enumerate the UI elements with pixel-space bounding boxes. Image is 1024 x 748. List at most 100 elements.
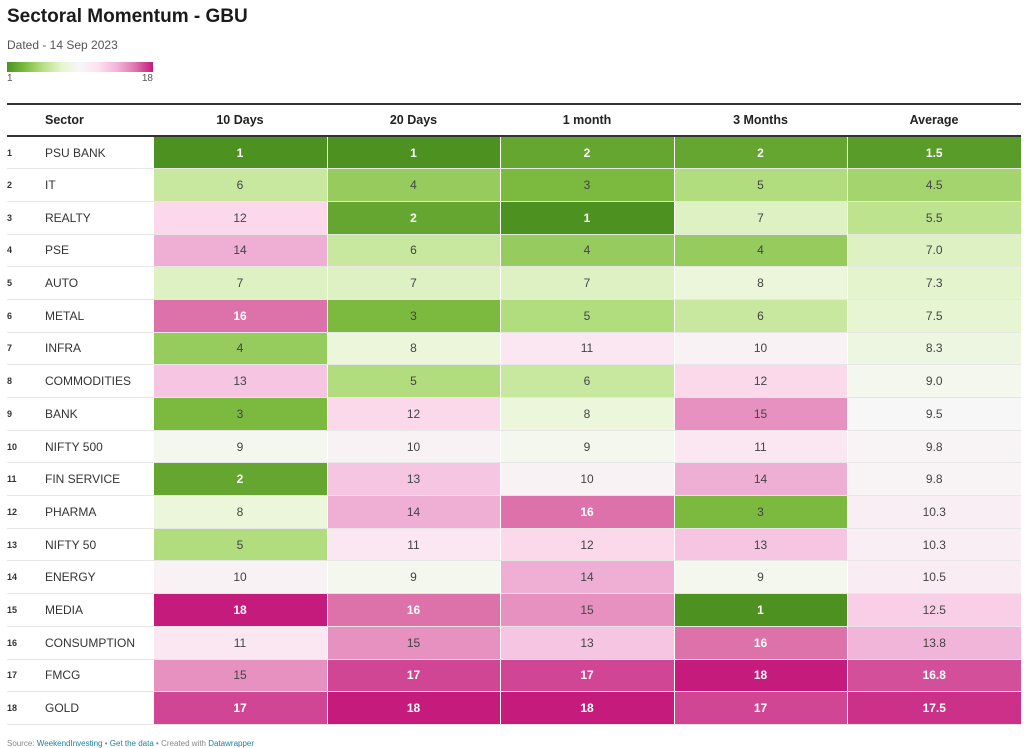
sector-name: PSE bbox=[45, 243, 70, 258]
value-cell-average: 7.5 bbox=[846, 299, 1021, 333]
sector-cell: 5 AUTO bbox=[7, 266, 153, 300]
value-cell-10-days: 17 bbox=[152, 691, 327, 725]
value-cell-20-days: 10 bbox=[326, 430, 500, 464]
row-rank: 16 bbox=[7, 637, 18, 648]
row-rank: 14 bbox=[7, 572, 18, 583]
value-cell-20-days: 8 bbox=[326, 332, 500, 366]
value-cell-10-days: 9 bbox=[152, 430, 327, 464]
footer-separator: • bbox=[156, 739, 159, 748]
value-cell-1-month: 1 bbox=[499, 201, 674, 235]
footer-source-prefix: Source: bbox=[7, 739, 35, 748]
table-row: 5 AUTO 7 7 7 8 7.3 bbox=[7, 266, 1021, 300]
sector-cell: 13 NIFTY 50 bbox=[7, 528, 153, 562]
row-rank: 1 bbox=[7, 147, 13, 158]
value-cell-20-days: 9 bbox=[326, 560, 500, 595]
value-cell-average: 4.5 bbox=[846, 168, 1021, 202]
column-header-20-days[interactable]: 20 Days bbox=[327, 103, 500, 137]
footer-separator: • bbox=[104, 739, 108, 748]
sector-cell: 2 IT bbox=[7, 168, 153, 202]
value-cell-3-months: 5 bbox=[673, 168, 847, 202]
value-cell-3-months: 15 bbox=[673, 397, 847, 431]
momentum-table: Sector 10 Days 20 Days 1 month 3 Months … bbox=[7, 103, 1021, 725]
value-cell-average: 10.5 bbox=[846, 560, 1021, 595]
table-row: 4 PSE 14 6 4 4 7.0 bbox=[7, 234, 1021, 268]
sector-cell: 18 GOLD bbox=[7, 691, 153, 725]
value-cell-10-days: 13 bbox=[152, 364, 327, 398]
table-row: 17 FMCG 15 17 17 18 16.8 bbox=[7, 659, 1021, 693]
value-cell-10-days: 5 bbox=[152, 528, 327, 562]
value-cell-3-months: 12 bbox=[673, 364, 847, 398]
sector-name: FIN SERVICE bbox=[45, 472, 121, 487]
sector-name: PHARMA bbox=[45, 504, 97, 519]
value-cell-1-month: 15 bbox=[499, 593, 674, 627]
value-cell-20-days: 1 bbox=[326, 136, 500, 170]
sector-name: NIFTY 50 bbox=[45, 537, 97, 552]
value-cell-3-months: 3 bbox=[673, 495, 847, 529]
value-cell-20-days: 4 bbox=[326, 168, 500, 202]
column-header-3-months[interactable]: 3 Months bbox=[674, 103, 847, 137]
column-header-sector[interactable]: Sector bbox=[7, 103, 153, 137]
column-header-10-days[interactable]: 10 Days bbox=[153, 103, 327, 137]
table-row: 10 NIFTY 500 9 10 9 11 9.8 bbox=[7, 430, 1021, 464]
row-rank: 10 bbox=[7, 441, 18, 452]
table-row: 14 ENERGY 10 9 14 9 10.5 bbox=[7, 560, 1021, 595]
table-row: 9 BANK 3 12 8 15 9.5 bbox=[7, 397, 1021, 431]
value-cell-20-days: 11 bbox=[326, 528, 500, 562]
legend-gradient-bar bbox=[7, 62, 153, 72]
value-cell-average: 16.8 bbox=[846, 659, 1021, 693]
column-header-1-month[interactable]: 1 month bbox=[500, 103, 674, 137]
value-cell-average: 10.3 bbox=[846, 495, 1021, 529]
value-cell-1-month: 12 bbox=[499, 528, 674, 562]
value-cell-10-days: 7 bbox=[152, 266, 327, 300]
column-header-average[interactable]: Average bbox=[847, 103, 1021, 137]
value-cell-3-months: 9 bbox=[673, 560, 847, 595]
value-cell-average: 1.5 bbox=[846, 136, 1021, 170]
sector-cell: 15 MEDIA bbox=[7, 593, 153, 627]
datawrapper-link[interactable]: Datawrapper bbox=[208, 739, 255, 748]
table-row: 8 COMMODITIES 13 5 6 12 9.0 bbox=[7, 364, 1021, 398]
row-rank: 11 bbox=[7, 474, 17, 485]
value-cell-20-days: 16 bbox=[326, 593, 500, 627]
value-cell-1-month: 2 bbox=[499, 136, 674, 170]
value-cell-3-months: 10 bbox=[673, 332, 847, 366]
value-cell-average: 7.0 bbox=[846, 234, 1021, 268]
sector-cell: 7 INFRA bbox=[7, 332, 153, 366]
value-cell-average: 9.5 bbox=[846, 397, 1021, 431]
value-cell-3-months: 7 bbox=[673, 201, 847, 235]
sector-name: MEDIA bbox=[45, 602, 84, 617]
value-cell-3-months: 18 bbox=[673, 659, 847, 693]
sector-cell: 8 COMMODITIES bbox=[7, 364, 153, 398]
value-cell-20-days: 2 bbox=[326, 201, 500, 235]
value-cell-1-month: 14 bbox=[499, 560, 674, 595]
value-cell-20-days: 6 bbox=[326, 234, 500, 268]
sector-cell: 11 FIN SERVICE bbox=[7, 462, 153, 497]
sector-name: METAL bbox=[45, 308, 85, 323]
table-row: 13 NIFTY 50 5 11 12 13 10.3 bbox=[7, 528, 1021, 562]
sector-name: AUTO bbox=[45, 276, 79, 291]
table-row: 12 PHARMA 8 14 16 3 10.3 bbox=[7, 495, 1021, 529]
table-row: 15 MEDIA 18 16 15 1 12.5 bbox=[7, 593, 1021, 627]
value-cell-1-month: 11 bbox=[499, 332, 674, 366]
sector-cell: 14 ENERGY bbox=[7, 560, 153, 595]
sector-name: PSU BANK bbox=[45, 145, 106, 160]
sector-name: INFRA bbox=[45, 341, 81, 356]
value-cell-1-month: 8 bbox=[499, 397, 674, 431]
value-cell-10-days: 3 bbox=[152, 397, 327, 431]
value-cell-3-months: 11 bbox=[673, 430, 847, 464]
table-row: 7 INFRA 4 8 11 10 8.3 bbox=[7, 332, 1021, 366]
legend-min-label: 1 bbox=[7, 73, 13, 84]
value-cell-10-days: 1 bbox=[152, 136, 327, 170]
value-cell-average: 8.3 bbox=[846, 332, 1021, 366]
row-rank: 8 bbox=[7, 376, 13, 387]
row-rank: 2 bbox=[7, 180, 13, 191]
source-link[interactable]: WeekendInvesting bbox=[36, 739, 103, 748]
value-cell-3-months: 6 bbox=[673, 299, 847, 333]
get-data-link[interactable]: Get the data bbox=[109, 739, 154, 748]
value-cell-20-days: 13 bbox=[326, 462, 500, 497]
value-cell-1-month: 18 bbox=[499, 691, 674, 725]
value-cell-20-days: 12 bbox=[326, 397, 500, 431]
value-cell-3-months: 17 bbox=[673, 691, 847, 725]
value-cell-1-month: 5 bbox=[499, 299, 674, 333]
value-cell-10-days: 16 bbox=[152, 299, 327, 333]
value-cell-average: 13.8 bbox=[846, 626, 1021, 660]
